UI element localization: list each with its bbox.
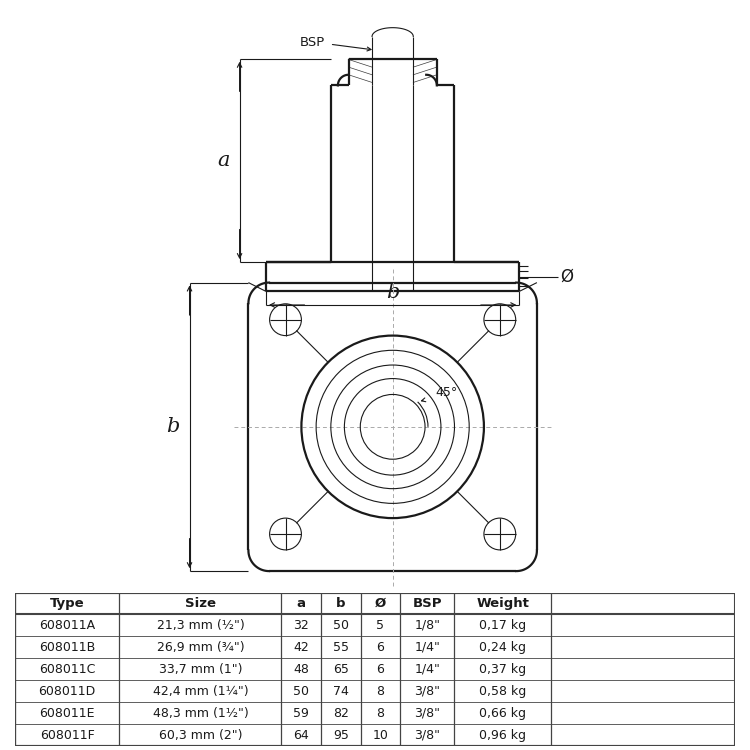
Text: 50: 50	[293, 685, 309, 698]
Text: 32: 32	[293, 619, 309, 632]
Text: 42,4 mm (1¼"): 42,4 mm (1¼")	[152, 685, 248, 698]
Text: 5: 5	[376, 619, 385, 632]
Text: 95: 95	[333, 729, 349, 742]
Text: 0,58 kg: 0,58 kg	[479, 685, 526, 698]
Text: 0,96 kg: 0,96 kg	[479, 729, 526, 742]
Text: Weight: Weight	[476, 597, 530, 610]
Text: 50: 50	[333, 619, 349, 632]
Text: b: b	[336, 597, 346, 610]
Text: Type: Type	[50, 597, 85, 610]
Text: 0,66 kg: 0,66 kg	[479, 706, 526, 720]
Text: 60,3 mm (2"): 60,3 mm (2")	[159, 729, 242, 742]
Text: 48: 48	[293, 663, 309, 676]
Text: 608011D: 608011D	[38, 685, 96, 698]
Text: 1/4": 1/4"	[414, 663, 440, 676]
Text: 82: 82	[333, 706, 349, 720]
Text: BSP: BSP	[300, 36, 325, 49]
Text: 3/8": 3/8"	[414, 685, 440, 698]
Text: 1/4": 1/4"	[414, 641, 440, 654]
Text: b: b	[386, 283, 399, 302]
Text: 6: 6	[376, 663, 384, 676]
Text: 0,24 kg: 0,24 kg	[479, 641, 526, 654]
Text: 0,17 kg: 0,17 kg	[479, 619, 526, 632]
Text: 48,3 mm (1½"): 48,3 mm (1½")	[152, 706, 248, 720]
Text: 8: 8	[376, 685, 385, 698]
Text: 59: 59	[293, 706, 309, 720]
Text: 42: 42	[293, 641, 309, 654]
Text: 1/8": 1/8"	[414, 619, 440, 632]
Text: 608011E: 608011E	[40, 706, 95, 720]
Text: 6: 6	[376, 641, 384, 654]
Text: Ø: Ø	[560, 268, 574, 286]
Text: 55: 55	[333, 641, 349, 654]
Text: b: b	[166, 417, 180, 436]
Text: 21,3 mm (½"): 21,3 mm (½")	[157, 619, 244, 632]
Text: 8: 8	[376, 706, 385, 720]
Text: BSP: BSP	[413, 597, 442, 610]
Text: 65: 65	[333, 663, 349, 676]
Text: 608011B: 608011B	[39, 641, 95, 654]
Text: a: a	[297, 597, 306, 610]
Text: 3/8": 3/8"	[414, 729, 440, 742]
Text: 3/8": 3/8"	[414, 706, 440, 720]
Text: Size: Size	[185, 597, 216, 610]
Text: a: a	[217, 151, 229, 170]
Text: 33,7 mm (1"): 33,7 mm (1")	[159, 663, 242, 676]
Text: 45°: 45°	[435, 386, 457, 399]
Text: 608011F: 608011F	[40, 729, 94, 742]
Text: 608011C: 608011C	[39, 663, 95, 676]
Text: 608011A: 608011A	[39, 619, 95, 632]
Text: 64: 64	[293, 729, 309, 742]
Text: 0,37 kg: 0,37 kg	[479, 663, 526, 676]
Text: Ø: Ø	[375, 597, 386, 610]
Text: 74: 74	[333, 685, 349, 698]
Text: 10: 10	[373, 729, 388, 742]
Text: 26,9 mm (¾"): 26,9 mm (¾")	[157, 641, 244, 654]
